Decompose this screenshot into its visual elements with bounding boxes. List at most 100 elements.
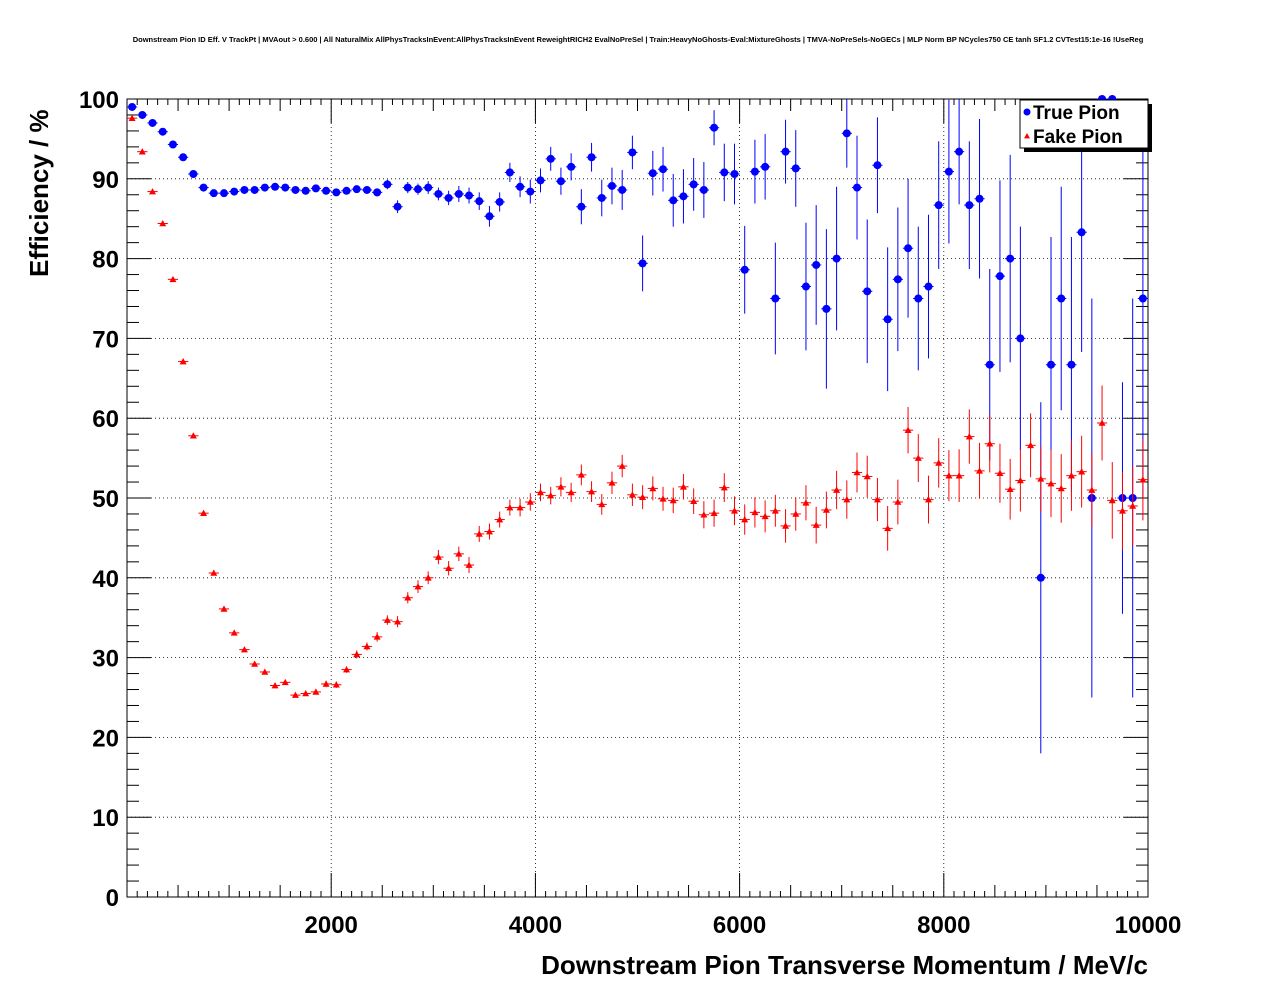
data-point	[526, 498, 534, 505]
data-point	[832, 254, 841, 263]
data-point	[1118, 507, 1126, 514]
data-point	[1047, 360, 1056, 369]
legend-label: Fake Pion	[1033, 127, 1123, 148]
data-point	[710, 509, 718, 516]
data-point	[434, 553, 442, 560]
data-point	[230, 187, 239, 196]
data-point	[648, 169, 657, 178]
legend: True Pion Fake Pion	[1019, 99, 1152, 152]
data-point	[873, 161, 882, 170]
y-axis-title: Efficiency / %	[24, 109, 54, 277]
data-point	[761, 512, 769, 520]
data-point	[363, 642, 371, 650]
data-point	[995, 272, 1004, 281]
data-point	[812, 521, 820, 528]
data-point	[556, 177, 565, 186]
data-point	[740, 265, 749, 274]
data-point	[842, 129, 851, 138]
data-point	[342, 186, 351, 195]
data-point	[199, 183, 208, 192]
data-point	[322, 186, 331, 195]
data-point	[373, 188, 382, 197]
data-point	[730, 507, 738, 514]
data-point	[383, 180, 392, 189]
data-point	[893, 275, 902, 284]
data-point	[618, 185, 627, 194]
data-point	[924, 282, 933, 291]
data-point	[250, 185, 259, 194]
y-tick-label: 20	[92, 725, 119, 752]
data-point	[413, 185, 422, 194]
y-tick-label: 40	[92, 566, 119, 593]
data-point	[495, 197, 504, 206]
data-point	[976, 467, 984, 474]
data-point	[1006, 485, 1014, 493]
data-point	[649, 484, 657, 492]
x-axis-title: Downstream Pion Transverse Momentum / Me…	[541, 950, 1148, 980]
data-point	[904, 426, 912, 433]
data-point	[128, 102, 137, 111]
data-point	[883, 315, 892, 324]
data-point	[924, 496, 932, 503]
data-point	[404, 594, 412, 601]
data-point	[771, 507, 779, 514]
data-point	[260, 183, 269, 192]
data-point	[781, 147, 790, 156]
data-point	[200, 509, 208, 516]
x-tick-label: 2000	[305, 912, 358, 939]
data-point	[863, 472, 871, 480]
data-point	[588, 488, 596, 495]
data-point	[945, 472, 953, 479]
data-point	[914, 294, 923, 303]
data-point	[699, 185, 708, 194]
data-point	[1139, 476, 1147, 483]
data-point	[822, 304, 831, 313]
series-true-pion	[127, 95, 1148, 754]
data-point	[700, 511, 708, 518]
data-point	[506, 504, 514, 511]
legend-label: True Pion	[1033, 103, 1120, 124]
data-point	[434, 189, 443, 198]
data-point	[730, 170, 739, 179]
data-point	[209, 189, 218, 198]
data-point	[465, 191, 474, 200]
data-point	[679, 483, 687, 490]
data-point	[179, 358, 187, 365]
data-point	[1016, 334, 1025, 343]
data-point	[1027, 441, 1035, 449]
data-point	[138, 110, 147, 119]
data-point	[403, 183, 412, 192]
data-point	[802, 499, 810, 506]
data-point	[302, 690, 310, 697]
data-point	[332, 188, 341, 197]
data-point	[516, 182, 525, 191]
y-tick-label: 90	[92, 167, 119, 194]
data-point	[526, 187, 535, 196]
data-point	[577, 202, 586, 211]
data-point	[965, 433, 973, 440]
data-point	[801, 282, 810, 291]
data-point	[465, 561, 473, 568]
data-point	[934, 201, 943, 210]
data-point	[312, 688, 320, 695]
data-point	[659, 165, 668, 174]
data-point	[955, 472, 963, 479]
data-point	[424, 183, 433, 192]
data-point	[750, 167, 759, 176]
data-point	[720, 168, 729, 177]
data-point	[516, 504, 524, 511]
data-point	[1067, 472, 1075, 479]
data-point	[138, 148, 146, 155]
data-point	[567, 488, 575, 496]
data-point	[567, 162, 576, 171]
x-tick-label: 10000	[1115, 912, 1182, 939]
data-point	[1098, 419, 1106, 426]
data-point	[689, 180, 698, 189]
data-point	[577, 471, 585, 478]
y-tick-label: 60	[92, 406, 119, 433]
data-point	[628, 148, 637, 157]
data-point	[894, 498, 902, 505]
data-point	[1067, 360, 1076, 369]
data-point	[812, 260, 821, 269]
